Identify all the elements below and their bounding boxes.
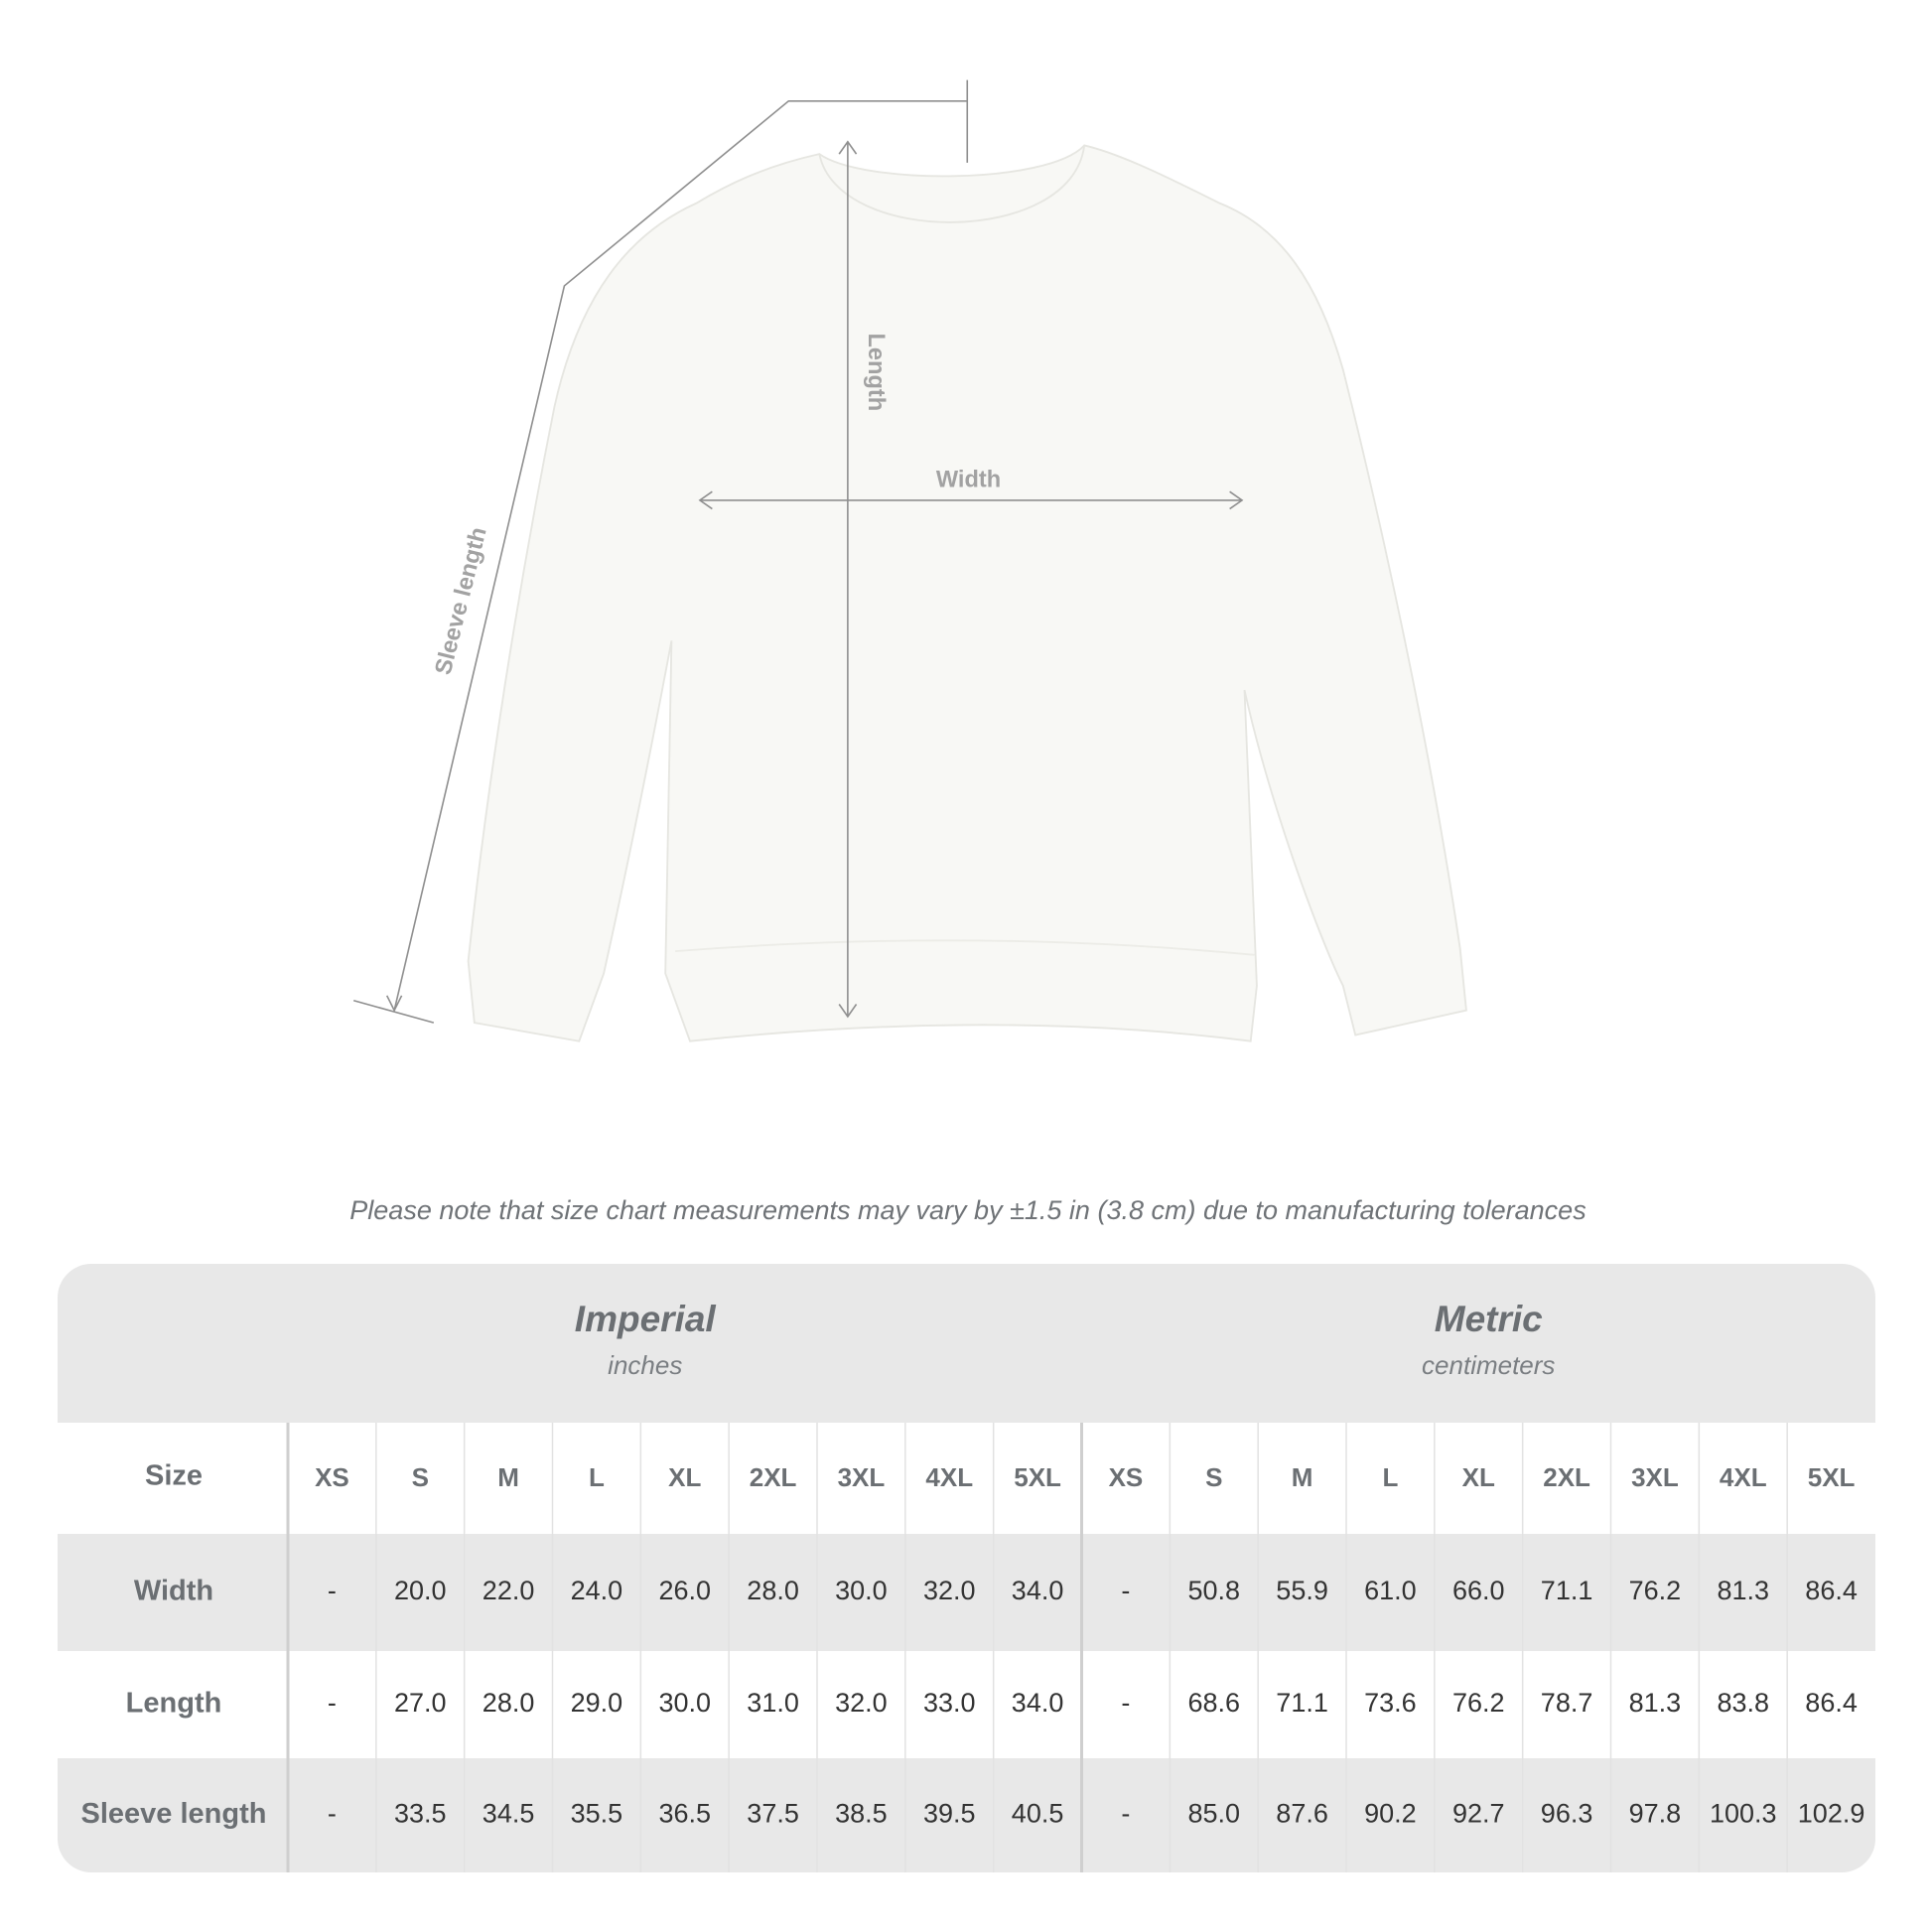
row-label: Length bbox=[126, 1688, 222, 1720]
cell: 33.0 bbox=[923, 1688, 976, 1718]
cell: 81.3 bbox=[1629, 1688, 1682, 1718]
cell: 38.5 bbox=[835, 1799, 888, 1829]
size-header: XS bbox=[1109, 1462, 1144, 1492]
size-header: 5XL bbox=[1014, 1462, 1061, 1492]
cell: 83.8 bbox=[1717, 1688, 1769, 1718]
sleeve-line bbox=[393, 99, 968, 1011]
size-header: 5XL bbox=[1808, 1462, 1856, 1492]
cell: 27.0 bbox=[394, 1688, 447, 1718]
cell: 26.0 bbox=[658, 1576, 711, 1605]
size-header: M bbox=[497, 1462, 519, 1492]
cell: 20.0 bbox=[394, 1576, 447, 1605]
note: Please note that size chart measurements… bbox=[349, 1195, 1586, 1225]
cell: 32.0 bbox=[923, 1576, 976, 1605]
row-label: Width bbox=[134, 1576, 213, 1607]
cell: 71.1 bbox=[1276, 1688, 1328, 1718]
width-label: Width bbox=[936, 466, 1001, 491]
cell: 87.6 bbox=[1276, 1799, 1328, 1829]
size-header: 4XL bbox=[925, 1462, 973, 1492]
cell: 85.0 bbox=[1187, 1799, 1240, 1829]
cell: 36.5 bbox=[658, 1799, 711, 1829]
cell: 86.4 bbox=[1805, 1688, 1858, 1718]
cell: 34.0 bbox=[1012, 1576, 1064, 1605]
length-label: Length bbox=[864, 334, 890, 412]
unit-subtitle: centimeters bbox=[1422, 1350, 1555, 1380]
cell: 86.4 bbox=[1805, 1576, 1858, 1605]
cell: 55.9 bbox=[1276, 1576, 1328, 1605]
size-header: XL bbox=[1462, 1462, 1495, 1492]
cell: 29.0 bbox=[571, 1688, 623, 1718]
row-bg bbox=[58, 1423, 1875, 1534]
cell: 28.0 bbox=[747, 1576, 799, 1605]
size-header: 3XL bbox=[1631, 1462, 1679, 1492]
size-header: L bbox=[589, 1462, 605, 1492]
cell: 40.5 bbox=[1012, 1799, 1064, 1829]
tick bbox=[352, 999, 435, 1024]
row-bg bbox=[58, 1758, 1875, 1872]
size-header: 2XL bbox=[750, 1462, 797, 1492]
cell: 34.0 bbox=[1012, 1688, 1064, 1718]
row-bg bbox=[58, 1264, 1875, 1423]
cell: 30.0 bbox=[658, 1688, 711, 1718]
cell: 97.8 bbox=[1629, 1799, 1682, 1829]
cell: 24.0 bbox=[571, 1576, 623, 1605]
cell: 73.6 bbox=[1364, 1688, 1417, 1718]
cell: 35.5 bbox=[571, 1799, 623, 1829]
cell: 28.0 bbox=[483, 1688, 535, 1718]
row-bg bbox=[58, 1534, 1875, 1651]
cell: 68.6 bbox=[1187, 1688, 1240, 1718]
cell: 31.0 bbox=[747, 1688, 799, 1718]
unit-subtitle: inches bbox=[608, 1350, 682, 1380]
cell: 102.9 bbox=[1798, 1799, 1865, 1829]
cell: 37.5 bbox=[747, 1799, 799, 1829]
size-header: 3XL bbox=[838, 1462, 886, 1492]
size-header: 2XL bbox=[1543, 1462, 1590, 1492]
cell: 76.2 bbox=[1452, 1688, 1505, 1718]
cell: 90.2 bbox=[1364, 1799, 1417, 1829]
size-label: Size bbox=[145, 1460, 203, 1492]
sweatshirt bbox=[467, 144, 1467, 1042]
measure-lines bbox=[352, 79, 1244, 1024]
cell: 22.0 bbox=[483, 1576, 535, 1605]
cell: 81.3 bbox=[1717, 1576, 1769, 1605]
cell: 39.5 bbox=[923, 1799, 976, 1829]
neckline bbox=[818, 145, 1086, 223]
cell: - bbox=[1121, 1688, 1130, 1718]
cell: 61.0 bbox=[1364, 1576, 1417, 1605]
cell: 50.8 bbox=[1187, 1576, 1240, 1605]
waistband bbox=[675, 939, 1255, 956]
size-header: S bbox=[412, 1462, 429, 1492]
row-bg bbox=[58, 1651, 1875, 1758]
cell: 78.7 bbox=[1541, 1688, 1593, 1718]
cell: - bbox=[1121, 1799, 1130, 1829]
cell: 76.2 bbox=[1629, 1576, 1682, 1605]
size-header: XL bbox=[668, 1462, 701, 1492]
cell: 66.0 bbox=[1452, 1576, 1505, 1605]
row-label: Sleeve length bbox=[81, 1798, 267, 1830]
cell: - bbox=[328, 1688, 337, 1718]
arrowheads bbox=[385, 140, 1244, 1019]
size-table: Imperial inches XS S M L XL 2XL 3XL 4XL 5XL Metric c… bbox=[58, 1264, 1875, 1872]
cell: - bbox=[328, 1799, 337, 1829]
cell: 30.0 bbox=[835, 1576, 888, 1605]
sleeve-length-label: Sleeve length bbox=[430, 524, 491, 677]
cell: 100.3 bbox=[1710, 1799, 1777, 1829]
size-header: L bbox=[1382, 1462, 1398, 1492]
cell: - bbox=[328, 1576, 337, 1605]
size-header: M bbox=[1292, 1462, 1313, 1492]
cell: 96.3 bbox=[1541, 1799, 1593, 1829]
cell: 34.5 bbox=[483, 1799, 535, 1829]
sweatshirt-diagram: Length Width Sleeve length bbox=[352, 79, 1467, 1042]
size-header: XS bbox=[315, 1462, 349, 1492]
cell: - bbox=[1121, 1576, 1130, 1605]
size-header: S bbox=[1205, 1462, 1222, 1492]
unit-title: Imperial bbox=[575, 1299, 717, 1339]
cell: 32.0 bbox=[835, 1688, 888, 1718]
cell: 92.7 bbox=[1452, 1799, 1505, 1829]
cell: 71.1 bbox=[1541, 1576, 1593, 1605]
size-header: 4XL bbox=[1720, 1462, 1767, 1492]
cell: 33.5 bbox=[394, 1799, 447, 1829]
unit-title: Metric bbox=[1435, 1299, 1543, 1339]
